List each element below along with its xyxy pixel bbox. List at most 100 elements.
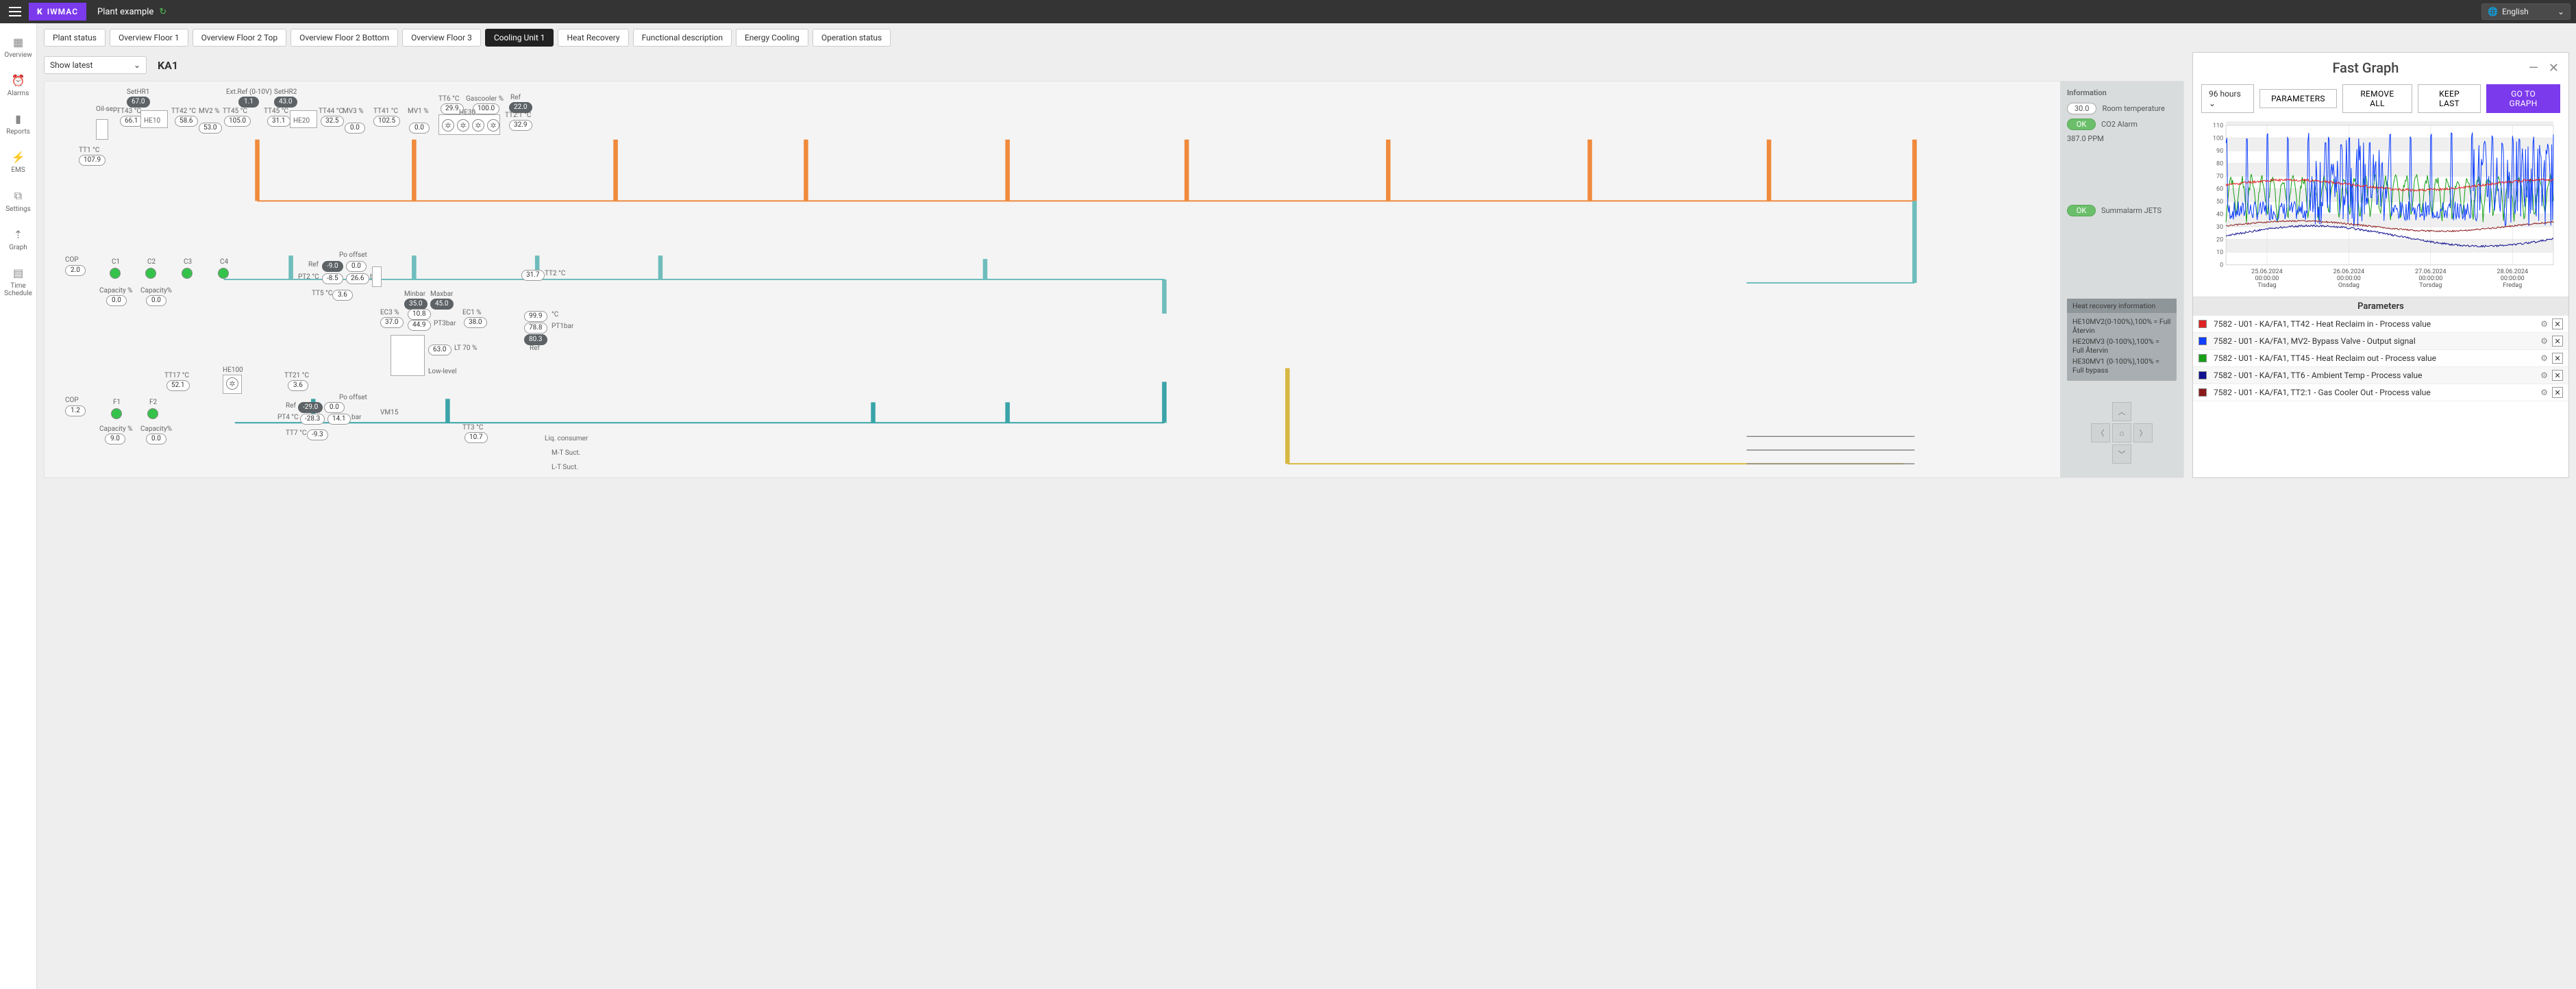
parameters-button[interactable]: PARAMETERS	[2259, 89, 2337, 108]
pt2-v: -8.5	[322, 273, 343, 284]
nav-overview[interactable]: ▦Overview	[0, 29, 36, 66]
extref: Ext.Ref (0-10V)	[226, 88, 272, 96]
fan3: ✲	[472, 119, 484, 132]
tt1-v: 107.9	[79, 155, 106, 166]
room-temp-label: Room temperature	[2102, 104, 2164, 113]
tt2: TT2 °C	[545, 270, 565, 277]
gear-icon[interactable]: ⚙	[2540, 319, 2548, 329]
tab-overview-floor-2-bottom[interactable]: Overview Floor 2 Bottom	[290, 29, 398, 47]
pan-right[interactable]: 〉	[2133, 423, 2153, 442]
info-header: Information	[2067, 88, 2177, 97]
brand-logo[interactable]: KIWMAC	[29, 3, 86, 21]
tt43-v: 66.1	[120, 116, 143, 127]
tab-overview-floor-2-top[interactable]: Overview Floor 2 Top	[193, 29, 287, 47]
schedule-icon: ▤	[0, 266, 36, 279]
tab-energy-cooling[interactable]: Energy Cooling	[736, 29, 808, 47]
he30: HE30	[459, 109, 475, 116]
tt44-v: 32.5	[321, 116, 344, 127]
c2-led	[145, 268, 156, 279]
keep-last-button[interactable]: KEEP LAST	[2418, 84, 2481, 113]
receiver	[391, 335, 425, 376]
menu-toggle[interactable]	[5, 2, 25, 21]
remove-icon[interactable]: ✕	[2552, 318, 2563, 329]
tab-heat-recovery[interactable]: Heat Recovery	[558, 29, 628, 47]
oil-sep-label: Oil-sep.	[96, 105, 119, 113]
alarms-icon: ⏰	[0, 74, 36, 87]
minbar: Minbar	[404, 290, 425, 298]
pan-up[interactable]: ︿	[2112, 402, 2131, 421]
tab-operation-status[interactable]: Operation status	[813, 29, 891, 47]
svg-text:25.06.2024: 25.06.2024	[2251, 268, 2283, 275]
pan-down[interactable]: ﹀	[2112, 445, 2131, 464]
nav-graph[interactable]: ⇡Graph	[0, 221, 36, 258]
maxbar-v: 45.0	[430, 299, 454, 310]
summalarm-status: OK	[2067, 205, 2096, 216]
time-range-select[interactable]: 96 hours ⌄	[2201, 84, 2254, 113]
pt1-top: 99.9	[524, 311, 547, 322]
gear-icon[interactable]: ⚙	[2540, 353, 2548, 363]
sethr1: SetHR1	[127, 88, 149, 96]
nav-alarms[interactable]: ⏰Alarms	[0, 67, 36, 104]
tt45: TT45 °C	[223, 108, 247, 115]
f1-led	[111, 408, 122, 419]
remove-all-button[interactable]: REMOVE ALL	[2342, 84, 2412, 113]
pt4-bar: 14.1	[327, 414, 351, 425]
svg-text:Torsdag: Torsdag	[2419, 282, 2442, 289]
c4: C4	[220, 258, 228, 266]
tab-functional-description[interactable]: Functional description	[633, 29, 732, 47]
svg-text:0: 0	[2220, 262, 2223, 269]
remove-icon[interactable]: ✕	[2552, 336, 2563, 347]
c3-led	[182, 268, 193, 279]
cap1-v: 0.0	[106, 295, 127, 306]
svg-text:110: 110	[2213, 123, 2223, 129]
maxbar: Maxbar	[430, 290, 454, 298]
refresh-icon[interactable]: ↻	[159, 7, 166, 17]
remove-icon[interactable]: ✕	[2552, 387, 2563, 398]
nav-ems[interactable]: ⚡EMS	[0, 144, 36, 181]
tt45b-v: 31.1	[267, 116, 290, 127]
tt42: TT42 °C	[171, 108, 196, 115]
co2-label: CO2 Alarm	[2101, 120, 2138, 129]
color-swatch	[2199, 320, 2207, 328]
svg-text:Tisdag: Tisdag	[2257, 282, 2276, 289]
go-to-graph-button[interactable]: GO TO GRAPH	[2486, 84, 2560, 113]
tab-overview-floor-1[interactable]: Overview Floor 1	[110, 29, 188, 47]
tab-plant-status[interactable]: Plant status	[44, 29, 106, 47]
close-icon[interactable]: ✕	[2549, 61, 2559, 75]
liq: Liq. consumer	[545, 435, 588, 442]
remove-icon[interactable]: ✕	[2552, 353, 2563, 364]
he100-fan: ✲	[226, 377, 238, 390]
ems-icon: ⚡	[0, 151, 36, 164]
remove-icon[interactable]: ✕	[2552, 370, 2563, 381]
language-selector[interactable]: 🌐English ⌄	[2481, 3, 2571, 20]
tab-cooling-unit-1[interactable]: Cooling Unit 1	[485, 29, 554, 47]
tt41-v: 102.5	[373, 116, 400, 127]
svg-text:00:00:00: 00:00:00	[2255, 275, 2279, 282]
pan-home[interactable]: ⌂	[2112, 423, 2131, 442]
pan-left[interactable]: 〈	[2091, 423, 2110, 442]
pt4: PT4 °C	[277, 414, 299, 421]
svg-text:30: 30	[2216, 224, 2223, 231]
gear-icon[interactable]: ⚙	[2540, 371, 2548, 380]
pt2: PT2 °C	[298, 273, 319, 281]
c4-led	[218, 268, 229, 279]
minimize-icon[interactable]: —	[2529, 61, 2538, 75]
svg-text:Fredag: Fredag	[2503, 282, 2522, 289]
ref: Ref	[308, 261, 319, 268]
cop1: COP	[65, 256, 79, 264]
tab-overview-floor-3[interactable]: Overview Floor 3	[402, 29, 481, 47]
tt21o-v: 32.9	[509, 120, 532, 131]
ref-v: -9.0	[322, 261, 343, 272]
sethr2: SetHR2	[274, 88, 297, 96]
view-mode-select[interactable]: Show latest⌄	[44, 56, 147, 74]
tt45-v: 105.0	[224, 116, 251, 127]
nav-settings[interactable]: ⧉Settings	[0, 182, 36, 220]
gear-icon[interactable]: ⚙	[2540, 388, 2548, 397]
pt1-ref: Ref	[530, 345, 540, 352]
gascooler: Gascooler %	[466, 95, 504, 103]
he100: HE100	[223, 366, 243, 374]
cop1-v: 2.0	[65, 265, 86, 276]
nav-reports[interactable]: ▮Reports	[0, 105, 36, 142]
nav-schedule[interactable]: ▤Time Schedule	[0, 260, 36, 304]
gear-icon[interactable]: ⚙	[2540, 336, 2548, 346]
